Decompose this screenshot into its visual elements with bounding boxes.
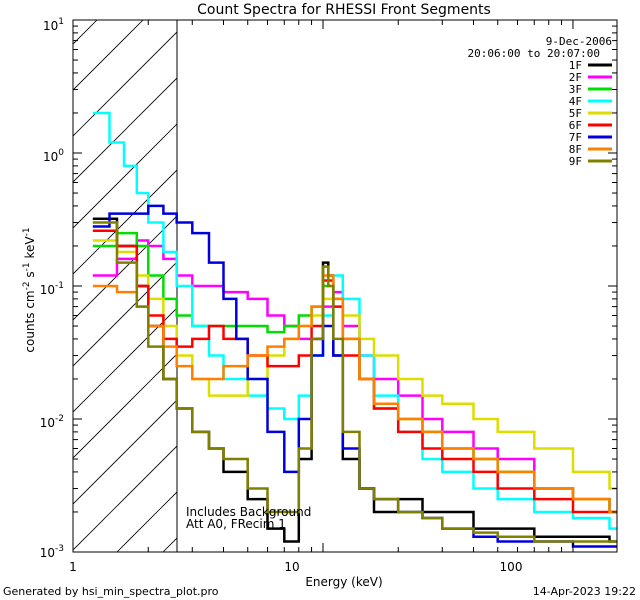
legend-date: 9-Dec-2006	[546, 35, 612, 48]
hatch-line	[73, 399, 177, 505]
series-3f-line	[92, 231, 617, 514]
y-tick-label-10-minus2: 10-2	[40, 414, 64, 430]
hatch-line	[73, 445, 177, 551]
hatch-line	[73, 169, 177, 275]
legend-label-5f: 5F	[569, 107, 582, 120]
x-axis-label: Energy (keV)	[305, 575, 382, 589]
y-axis-label: counts cm-2 s-1 keV-1	[22, 227, 37, 352]
legend-label-3f: 3F	[569, 83, 582, 96]
legend-label-9f: 9F	[569, 155, 582, 168]
series-2f-line	[92, 239, 617, 514]
x-tick-label-100: 100	[500, 560, 523, 574]
series-group	[92, 111, 617, 548]
svg-text:101: 101	[43, 17, 64, 33]
x-tick-label-10: 10	[284, 560, 299, 574]
series-7f-line	[92, 204, 617, 548]
hatch-line	[0, 0, 79, 552]
annotation-background: Includes Background	[186, 505, 311, 519]
footer-timestamp: 14-Apr-2023 19:22	[533, 585, 636, 598]
y-tick-label-10-minus1: 10-1	[40, 281, 64, 297]
legend-label-6f: 6F	[569, 119, 582, 132]
legend-label-8f: 8F	[569, 143, 582, 156]
hatch-line	[116, 491, 177, 552]
hatch-line	[73, 261, 177, 367]
legend-time-range: 20:06:00 to 20:07:00	[468, 47, 600, 60]
legend-label-4f: 4F	[569, 95, 582, 108]
svg-text:10-3: 10-3	[40, 544, 64, 560]
y-tick-label-10-0: 100	[43, 148, 64, 164]
annotation-attenuator: Att A0, FRecim 1	[186, 517, 286, 531]
svg-text:10-1: 10-1	[40, 281, 64, 297]
hatch-line	[73, 20, 144, 91]
chart-title: Count Spectra for RHESSI Front Segments	[197, 2, 491, 18]
legend-label-1f: 1F	[569, 59, 582, 72]
hatch-line	[73, 215, 177, 321]
hatch-line	[73, 353, 177, 459]
y-tick-label-10-1: 101	[43, 17, 64, 33]
footer-generated-by: Generated by hsi_min_spectra_plot.pro	[3, 585, 219, 598]
legend-label-2f: 2F	[569, 71, 582, 84]
axis-ticks	[72, 19, 617, 553]
svg-text:10-2: 10-2	[40, 414, 64, 430]
series-6f-line	[92, 229, 617, 514]
x-tick-label-1: 1	[69, 560, 77, 574]
legend-label-7f: 7F	[569, 131, 582, 144]
hatched-region	[0, 0, 640, 552]
y-tick-label-10-minus3: 10-3	[40, 544, 64, 560]
series-9f-line	[92, 221, 617, 543]
series-8f-line	[92, 274, 617, 514]
hatch-line	[73, 77, 177, 183]
svg-text:100: 100	[43, 148, 64, 164]
hatch-line	[255, 0, 640, 552]
hatch-line	[73, 31, 177, 137]
